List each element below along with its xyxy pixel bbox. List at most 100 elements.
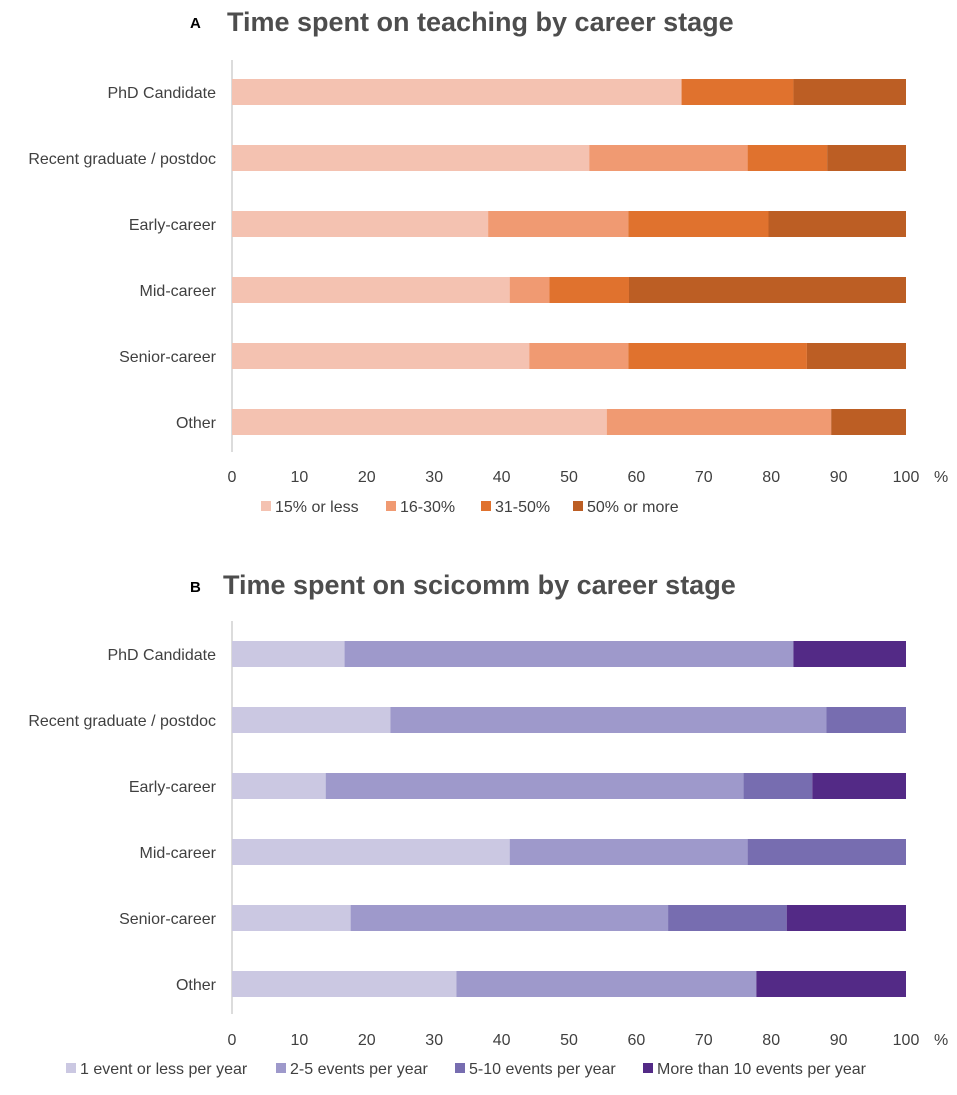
panel-a-category-labels: PhD Candidate Recent graduate / postdoc Ea… — [28, 85, 216, 432]
panel-a-legend-item-16-30: 16-30% — [386, 499, 455, 516]
panel-a-category-label-other: Other — [176, 415, 217, 432]
panel-a-x-tick-100: 100 — [893, 469, 920, 486]
panel-b-bar-senior-career-more-than-10-events-per-year — [786, 905, 906, 931]
panel-a-bar-other-16-30 — [606, 409, 832, 435]
panel-b-x-tick-50: 50 — [560, 1032, 578, 1049]
panel-b-legend-item-1-event-or-less-per-year: 1 event or less per year — [66, 1061, 248, 1078]
panel-b-legend-swatch-more-than-10-events-per-year — [643, 1063, 653, 1073]
panel-a-x-tick-30: 30 — [425, 469, 443, 486]
panel-a-category-label-senior-career: Senior-career — [119, 349, 217, 366]
panel-b-bar-early-career-1-event-or-less-per-year — [232, 773, 326, 799]
panel-a-bar-recent-graduate-postdoc-50-or-more — [827, 145, 906, 171]
panel-a-legend-label-16-30: 16-30% — [400, 499, 455, 516]
panel-a-x-tick-0: 0 — [228, 469, 237, 486]
panel-a-bar-other-15-or-less — [232, 409, 607, 435]
panel-a-bars — [232, 79, 906, 435]
panel-b-bar-senior-career-1-event-or-less-per-year — [232, 905, 351, 931]
panel-b-title: Time spent on scicomm by career stage — [223, 570, 736, 600]
panel-a-x-tick-90: 90 — [830, 469, 848, 486]
panel-b-legend-swatch-2-5-events-per-year — [276, 1063, 286, 1073]
panel-a-x-unit: % — [934, 469, 948, 486]
panel-a-bar-phd-candidate-50-or-more — [793, 79, 906, 105]
panel-a-bar-mid-career-31-50 — [549, 277, 629, 303]
panel-b-category-label-senior-career: Senior-career — [119, 911, 217, 928]
panel-a-legend-label-50-or-more: 50% or more — [587, 499, 679, 516]
panel-a-bar-phd-candidate-15-or-less — [232, 79, 682, 105]
panel-b-legend-swatch-5-10-events-per-year — [455, 1063, 465, 1073]
panel-b-legend-label-2-5-events-per-year: 2-5 events per year — [290, 1061, 429, 1078]
panel-a-legend-label-15-or-less: 15% or less — [275, 499, 359, 516]
panel-a-bar-mid-career-50-or-more — [628, 277, 906, 303]
panel-a-x-tick-20: 20 — [358, 469, 376, 486]
panel-b-bar-early-career-2-5-events-per-year — [325, 773, 744, 799]
panel-b-x-tick-20: 20 — [358, 1032, 376, 1049]
panel-b: B Time spent on scicomm by career stage … — [28, 570, 948, 1078]
panel-b-legend-label-5-10-events-per-year: 5-10 events per year — [469, 1061, 616, 1078]
panel-b-bar-recent-graduate-postdoc-1-event-or-less-per-year — [232, 707, 391, 733]
panel-b-x-tick-60: 60 — [628, 1032, 646, 1049]
panel-b-legend: 1 event or less per year 2-5 events per y… — [66, 1061, 867, 1078]
panel-a-letter: A — [190, 15, 201, 32]
panel-b-x-tick-0: 0 — [228, 1032, 237, 1049]
panel-a-x-tick-50: 50 — [560, 469, 578, 486]
panel-b-bar-phd-candidate-1-event-or-less-per-year — [232, 641, 345, 667]
panel-b-legend-item-5-10-events-per-year: 5-10 events per year — [455, 1061, 616, 1078]
panel-b-bar-mid-career-2-5-events-per-year — [509, 839, 748, 865]
panel-a-legend-swatch-50-or-more — [573, 501, 583, 511]
panel-b-bar-recent-graduate-postdoc-2-5-events-per-year — [390, 707, 827, 733]
panel-b-x-tick-40: 40 — [493, 1032, 511, 1049]
panel-b-category-label-phd-candidate: PhD Candidate — [107, 647, 216, 664]
panel-b-x-tick-10: 10 — [291, 1032, 309, 1049]
panel-a-bar-recent-graduate-postdoc-15-or-less — [232, 145, 590, 171]
panel-a-legend-item-31-50: 31-50% — [481, 499, 550, 516]
panel-a-category-label-early-career: Early-career — [129, 217, 217, 234]
panel-a-legend-item-50-or-more: 50% or more — [573, 499, 679, 516]
panel-b-bar-senior-career-2-5-events-per-year — [350, 905, 669, 931]
panel-b-category-label-mid-career: Mid-career — [140, 845, 217, 862]
panel-a-bar-mid-career-16-30 — [509, 277, 550, 303]
panel-b-x-tick-30: 30 — [425, 1032, 443, 1049]
panel-a-bar-early-career-31-50 — [628, 211, 769, 237]
panel-a-x-tick-80: 80 — [762, 469, 780, 486]
panel-a-bar-early-career-50-or-more — [768, 211, 906, 237]
panel-a-bar-mid-career-15-or-less — [232, 277, 510, 303]
panel-b-x-unit: % — [934, 1032, 948, 1049]
panel-b-legend-label-more-than-10-events-per-year: More than 10 events per year — [657, 1061, 867, 1078]
panel-b-x-tick-90: 90 — [830, 1032, 848, 1049]
panel-a-bar-early-career-16-30 — [488, 211, 629, 237]
panel-b-bar-other-1-event-or-less-per-year — [232, 971, 457, 997]
panel-a-bar-senior-career-31-50 — [628, 343, 807, 369]
panel-b-bar-early-career-more-than-10-events-per-year — [812, 773, 906, 799]
panel-a-bar-phd-candidate-31-50 — [681, 79, 794, 105]
panel-b-legend-item-more-than-10-events-per-year: More than 10 events per year — [643, 1061, 867, 1078]
panel-a-category-label-phd-candidate: PhD Candidate — [107, 85, 216, 102]
panel-a-legend: 15% or less 16-30% 31-50% 50% or more — [261, 499, 679, 516]
panel-b-bar-phd-candidate-2-5-events-per-year — [344, 641, 794, 667]
panel-a-x-tick-10: 10 — [291, 469, 309, 486]
panel-a: A Time spent on teaching by career stage… — [28, 7, 948, 516]
panel-a-bar-senior-career-50-or-more — [806, 343, 906, 369]
panel-a-x-tick-labels: 0 10 20 30 40 50 60 70 80 90 100 — [228, 469, 920, 486]
panel-a-category-label-mid-career: Mid-career — [140, 283, 217, 300]
panel-b-x-tick-100: 100 — [893, 1032, 920, 1049]
panel-b-bar-senior-career-5-10-events-per-year — [668, 905, 787, 931]
panel-a-bar-senior-career-15-or-less — [232, 343, 530, 369]
panel-a-bar-recent-graduate-postdoc-31-50 — [747, 145, 828, 171]
panel-b-bar-mid-career-5-10-events-per-year — [747, 839, 906, 865]
panel-a-legend-label-31-50: 31-50% — [495, 499, 550, 516]
panel-b-bar-mid-career-1-event-or-less-per-year — [232, 839, 510, 865]
panel-b-x-tick-70: 70 — [695, 1032, 713, 1049]
panel-b-bar-recent-graduate-postdoc-5-10-events-per-year — [826, 707, 906, 733]
panel-b-bar-other-2-5-events-per-year — [456, 971, 757, 997]
panel-b-x-tick-labels: 0 10 20 30 40 50 60 70 80 90 100 — [228, 1032, 920, 1049]
panel-b-category-labels: PhD Candidate Recent graduate / postdoc Ea… — [28, 647, 216, 994]
panel-a-bar-senior-career-16-30 — [529, 343, 629, 369]
panel-a-bar-recent-graduate-postdoc-16-30 — [589, 145, 748, 171]
panel-a-title: Time spent on teaching by career stage — [227, 7, 734, 37]
panel-b-legend-item-2-5-events-per-year: 2-5 events per year — [276, 1061, 429, 1078]
panel-b-letter: B — [190, 579, 201, 596]
panel-a-legend-swatch-15-or-less — [261, 501, 271, 511]
panel-b-category-label-other: Other — [176, 977, 217, 994]
panel-a-bar-early-career-15-or-less — [232, 211, 489, 237]
